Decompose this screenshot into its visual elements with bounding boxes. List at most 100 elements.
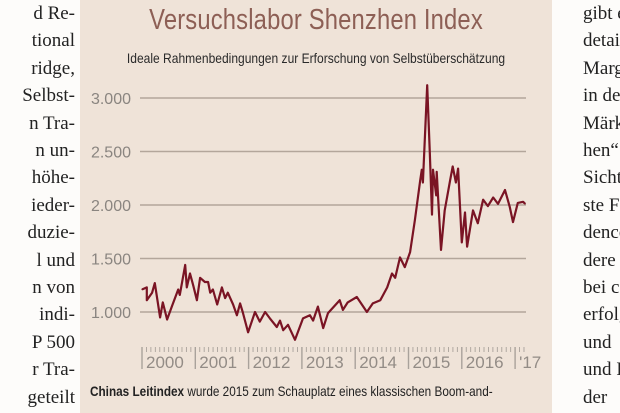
data-point (356, 296, 358, 298)
text-line: indi- (39, 304, 75, 326)
data-point (524, 203, 526, 205)
data-point (504, 189, 506, 191)
chart-box: Versuchslabor Shenzhen Index Ideale Rahm… (80, 0, 552, 413)
chart-title: Versuchslabor Shenzhen Index (149, 4, 483, 36)
data-point (151, 292, 153, 294)
data-point (497, 203, 499, 205)
data-point (452, 165, 454, 168)
x-tick-label: '17 (519, 353, 541, 372)
data-point (366, 311, 368, 313)
data-point (207, 281, 209, 283)
data-point (269, 317, 271, 320)
y-tick-label: 1.500 (91, 252, 131, 269)
text-line: in de (583, 85, 620, 107)
data-point (264, 311, 266, 313)
x-tick-label: 2016 (466, 353, 504, 372)
data-point (339, 299, 341, 301)
y-tick-label: 1.000 (91, 305, 131, 322)
index-line (141, 84, 526, 341)
text-line: l und (36, 249, 75, 271)
data-point (247, 331, 249, 333)
text-line: dere (583, 249, 616, 271)
data-point (212, 288, 214, 291)
left-text-column: d Re-tional ridge, Selbst-n Tra-n un-höhe-… (0, 0, 76, 413)
x-tick-label: 2001 (199, 353, 237, 372)
data-point (419, 179, 421, 181)
text-line: gibt e (583, 3, 620, 24)
data-point (464, 211, 466, 214)
data-point (449, 179, 451, 181)
text-line: dence (583, 222, 620, 244)
text-line: Märk (583, 112, 620, 134)
data-point (347, 301, 349, 303)
data-point (322, 327, 324, 329)
data-point (472, 209, 474, 211)
data-point (232, 303, 234, 306)
text-line: und (583, 331, 612, 353)
y-tick-label: 2.500 (91, 145, 131, 162)
data-point (146, 286, 148, 288)
data-point (236, 314, 238, 316)
data-point (227, 292, 229, 294)
data-point (436, 171, 438, 173)
data-point (404, 266, 406, 268)
data-point (386, 286, 388, 288)
text-line: detai (583, 30, 620, 52)
data-point (162, 301, 164, 303)
text-line: tional (31, 30, 75, 52)
data-point (154, 282, 156, 284)
data-point (276, 326, 278, 328)
data-point (414, 219, 416, 221)
data-point (457, 168, 459, 170)
data-point (440, 249, 442, 251)
data-point (141, 288, 143, 291)
chart-caption: Chinas Leitindex wurde 2015 zum Schaupla… (90, 383, 493, 399)
text-line: duzie- (27, 222, 75, 244)
data-point (342, 309, 344, 311)
x-tick-label: 2012 (253, 353, 291, 372)
text-line: hen“. (583, 140, 620, 161)
x-tick-label: 2015 (413, 353, 451, 372)
data-point (461, 241, 463, 244)
data-point (186, 286, 188, 288)
text-line: Marg (583, 57, 620, 79)
data-point (509, 206, 511, 208)
data-point (327, 312, 329, 314)
data-point (394, 277, 396, 279)
y-tick-label: 2.000 (91, 198, 131, 215)
data-point (159, 316, 161, 318)
text-line: der (583, 386, 608, 408)
data-point (426, 84, 428, 86)
data-point (372, 302, 374, 305)
data-point (512, 221, 514, 223)
text-line: n Tra- (29, 112, 75, 134)
data-point (477, 222, 479, 224)
data-point (487, 205, 489, 207)
chart-subtitle: Ideale Rahmenbedingungen zur Erforschung… (126, 50, 506, 66)
data-point (199, 277, 201, 279)
data-point (466, 246, 468, 248)
data-point (432, 169, 434, 171)
data-point (492, 196, 494, 199)
data-point (221, 286, 223, 288)
data-point (444, 209, 446, 211)
data-point (179, 294, 181, 296)
data-point (391, 272, 393, 275)
text-line: Sicht (583, 167, 620, 189)
data-point (409, 251, 411, 253)
data-point (242, 311, 244, 313)
y-tick-label: 3.000 (91, 91, 131, 108)
data-point (435, 194, 437, 196)
text-line: n von (32, 277, 75, 298)
data-point (224, 297, 226, 299)
data-point (517, 202, 519, 204)
text-line: ridge, (31, 57, 75, 79)
data-point (146, 299, 148, 301)
x-tick-label: 2013 (306, 353, 344, 372)
text-line: n un- (35, 140, 75, 161)
data-point (421, 169, 423, 171)
data-point (431, 214, 433, 216)
text-line: ieder- (31, 194, 75, 216)
text-line: bei c (583, 277, 620, 298)
data-point (254, 311, 256, 313)
